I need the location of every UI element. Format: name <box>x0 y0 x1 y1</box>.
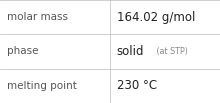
Text: 230 °C: 230 °C <box>117 79 157 92</box>
Text: 164.02 g/mol: 164.02 g/mol <box>117 11 195 24</box>
Text: molar mass: molar mass <box>7 12 68 22</box>
Text: (at STP): (at STP) <box>154 47 188 56</box>
Text: solid: solid <box>117 45 144 58</box>
Text: phase: phase <box>7 46 38 57</box>
Text: melting point: melting point <box>7 81 77 91</box>
